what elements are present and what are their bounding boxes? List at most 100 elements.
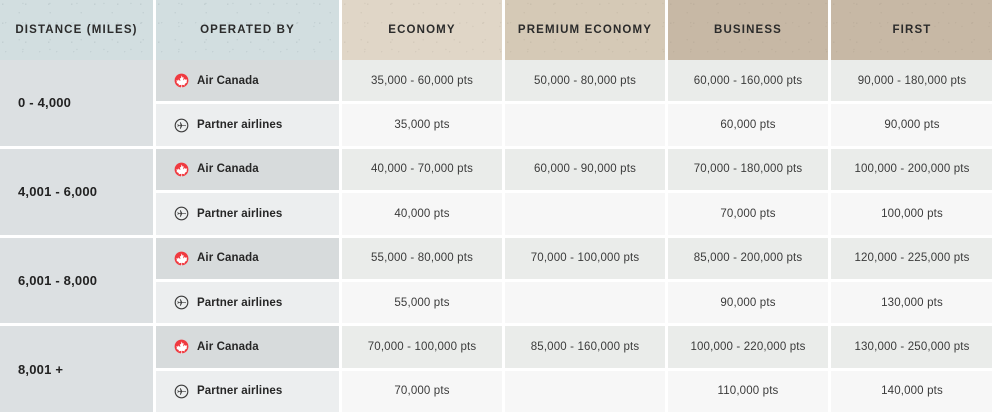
award-value-cell-business: 85,000 - 200,000 pts <box>668 237 831 282</box>
distance-group: 8,001 + Air Canada 70,000 - 100,000 pts 85,… <box>0 326 992 415</box>
award-value-cell-business: 60,000 - 160,000 pts <box>668 60 831 105</box>
award-value: 70,000 pts <box>394 385 450 398</box>
award-value: 100,000 - 220,000 pts <box>690 340 806 353</box>
table-row: Air Canada 35,000 - 60,000 pts 50,000 - 80… <box>156 60 992 105</box>
award-value: 140,000 pts <box>881 385 943 398</box>
award-value-cell-economy: 55,000 pts <box>342 281 505 327</box>
award-value: 60,000 pts <box>720 119 776 132</box>
operator-label: Air Canada <box>197 340 259 353</box>
table-row: Air Canada 70,000 - 100,000 pts 85,000 - 1… <box>156 326 992 371</box>
award-value: 70,000 - 100,000 pts <box>530 252 640 265</box>
operator-cell-partner: Partner airlines <box>156 281 342 327</box>
distance-band-cell: 6,001 - 8,000 <box>0 237 156 327</box>
award-value-cell-first: 90,000 - 180,000 pts <box>831 60 992 105</box>
operator-label: Partner airlines <box>197 385 283 398</box>
distance-band-label: 0 - 4,000 <box>18 95 72 111</box>
award-value-cell-first: 140,000 pts <box>831 370 992 415</box>
award-value-cell-first: 90,000 pts <box>831 104 992 149</box>
operator-cell-air-canada: Air Canada <box>156 237 342 282</box>
award-value-cell-premium-economy: 85,000 - 160,000 pts <box>505 326 668 371</box>
operator-cell-air-canada: Air Canada <box>156 60 342 105</box>
award-value: 55,000 pts <box>394 296 450 309</box>
distance-group-rows: Air Canada 40,000 - 70,000 pts 60,000 - 90… <box>156 148 992 238</box>
award-value: 35,000 - 60,000 pts <box>371 74 473 87</box>
award-value: 100,000 - 200,000 pts <box>854 163 970 176</box>
award-value: 60,000 - 160,000 pts <box>693 74 803 87</box>
award-value-cell-first: 120,000 - 225,000 pts <box>831 237 992 282</box>
operator-label: Partner airlines <box>197 296 283 309</box>
table-row: Partner airlines 55,000 pts 90,000 pts 130,… <box>156 281 992 327</box>
award-value: 70,000 pts <box>720 207 776 220</box>
operator-cell-air-canada: Air Canada <box>156 148 342 194</box>
airplane-circle-icon <box>174 118 189 133</box>
airplane-circle-icon <box>174 295 189 310</box>
award-value: 60,000 - 90,000 pts <box>534 163 636 176</box>
table-row: Partner airlines 70,000 pts 110,000 pts 140… <box>156 370 992 415</box>
operator-cell-partner: Partner airlines <box>156 370 342 415</box>
award-value-cell-business: 70,000 - 180,000 pts <box>668 148 831 194</box>
operator-cell-partner: Partner airlines <box>156 193 342 238</box>
award-value-cell-first: 130,000 - 250,000 pts <box>831 326 992 371</box>
award-value: 35,000 pts <box>394 119 450 132</box>
maple-leaf-roundel-icon <box>174 251 189 266</box>
column-header-business-label: BUSINESS <box>714 24 782 36</box>
award-value: 40,000 - 70,000 pts <box>371 163 473 176</box>
airplane-circle-icon <box>174 206 189 221</box>
distance-band-cell: 0 - 4,000 <box>0 60 156 149</box>
award-value: 90,000 pts <box>720 296 776 309</box>
operator-cell-air-canada: Air Canada <box>156 326 342 371</box>
column-header-premium-economy-label: PREMIUM ECONOMY <box>517 24 653 36</box>
award-value: 100,000 pts <box>881 207 943 220</box>
award-value-cell-premium-economy: 60,000 - 90,000 pts <box>505 148 668 194</box>
distance-band-cell: 8,001 + <box>0 326 156 415</box>
operator-cell-partner: Partner airlines <box>156 104 342 149</box>
maple-leaf-roundel-icon <box>174 73 189 88</box>
distance-group: 4,001 - 6,000 Air Canada 40,000 - 70,000 p… <box>0 148 992 238</box>
table-row: Air Canada 55,000 - 80,000 pts 70,000 - 10… <box>156 237 992 282</box>
award-value-cell-economy: 40,000 pts <box>342 193 505 238</box>
award-value-cell-economy: 55,000 - 80,000 pts <box>342 237 505 282</box>
award-value-cell-business: 100,000 - 220,000 pts <box>668 326 831 371</box>
award-value-cell-first: 100,000 - 200,000 pts <box>831 148 992 194</box>
award-value-cell-premium-economy <box>505 281 668 327</box>
award-value: 70,000 - 180,000 pts <box>693 163 803 176</box>
award-value-cell-first: 100,000 pts <box>831 193 992 238</box>
table-header-row: DISTANCE (MILES) OPERATED BY ECONOMY PRE… <box>0 0 992 60</box>
distance-group: 0 - 4,000 Air Canada 35,000 - 60,000 pts 50… <box>0 60 992 149</box>
award-value-cell-business: 60,000 pts <box>668 104 831 149</box>
column-header-first-label: FIRST <box>892 24 932 36</box>
award-value: 50,000 - 80,000 pts <box>534 74 636 87</box>
award-value-cell-premium-economy: 70,000 - 100,000 pts <box>505 237 668 282</box>
column-header-operated-by: OPERATED BY <box>156 0 342 60</box>
award-value: 70,000 - 100,000 pts <box>367 340 477 353</box>
column-header-business: BUSINESS <box>668 0 831 60</box>
column-header-economy: ECONOMY <box>342 0 505 60</box>
maple-leaf-roundel-icon <box>174 162 189 177</box>
award-value-cell-economy: 70,000 pts <box>342 370 505 415</box>
operator-label: Air Canada <box>197 163 259 176</box>
operator-label: Air Canada <box>197 252 259 265</box>
table-row: Partner airlines 35,000 pts 60,000 pts 90,0… <box>156 104 992 149</box>
award-value-cell-premium-economy: 50,000 - 80,000 pts <box>505 60 668 105</box>
award-value-cell-economy: 35,000 pts <box>342 104 505 149</box>
award-value: 85,000 - 160,000 pts <box>530 340 640 353</box>
award-value: 55,000 - 80,000 pts <box>371 252 473 265</box>
distance-band-cell: 4,001 - 6,000 <box>0 148 156 238</box>
distance-band-label: 8,001 + <box>18 361 64 377</box>
distance-group-rows: Air Canada 55,000 - 80,000 pts 70,000 - 10… <box>156 237 992 327</box>
distance-group: 6,001 - 8,000 Air Canada 55,000 - 80,000 p… <box>0 237 992 327</box>
award-value: 90,000 pts <box>884 119 940 132</box>
table-row: Partner airlines 40,000 pts 70,000 pts 100,… <box>156 193 992 238</box>
table-row: Air Canada 40,000 - 70,000 pts 60,000 - 90… <box>156 148 992 194</box>
operator-label: Air Canada <box>197 74 259 87</box>
award-value-cell-business: 90,000 pts <box>668 281 831 327</box>
maple-leaf-roundel-icon <box>174 339 189 355</box>
column-header-distance: DISTANCE (MILES) <box>0 0 156 60</box>
column-header-economy-label: ECONOMY <box>388 24 456 36</box>
award-value: 90,000 - 180,000 pts <box>857 74 967 87</box>
award-value: 85,000 - 200,000 pts <box>693 252 803 265</box>
operator-label: Partner airlines <box>197 119 283 132</box>
award-value-cell-business: 110,000 pts <box>668 370 831 415</box>
column-header-premium-economy: PREMIUM ECONOMY <box>505 0 668 60</box>
